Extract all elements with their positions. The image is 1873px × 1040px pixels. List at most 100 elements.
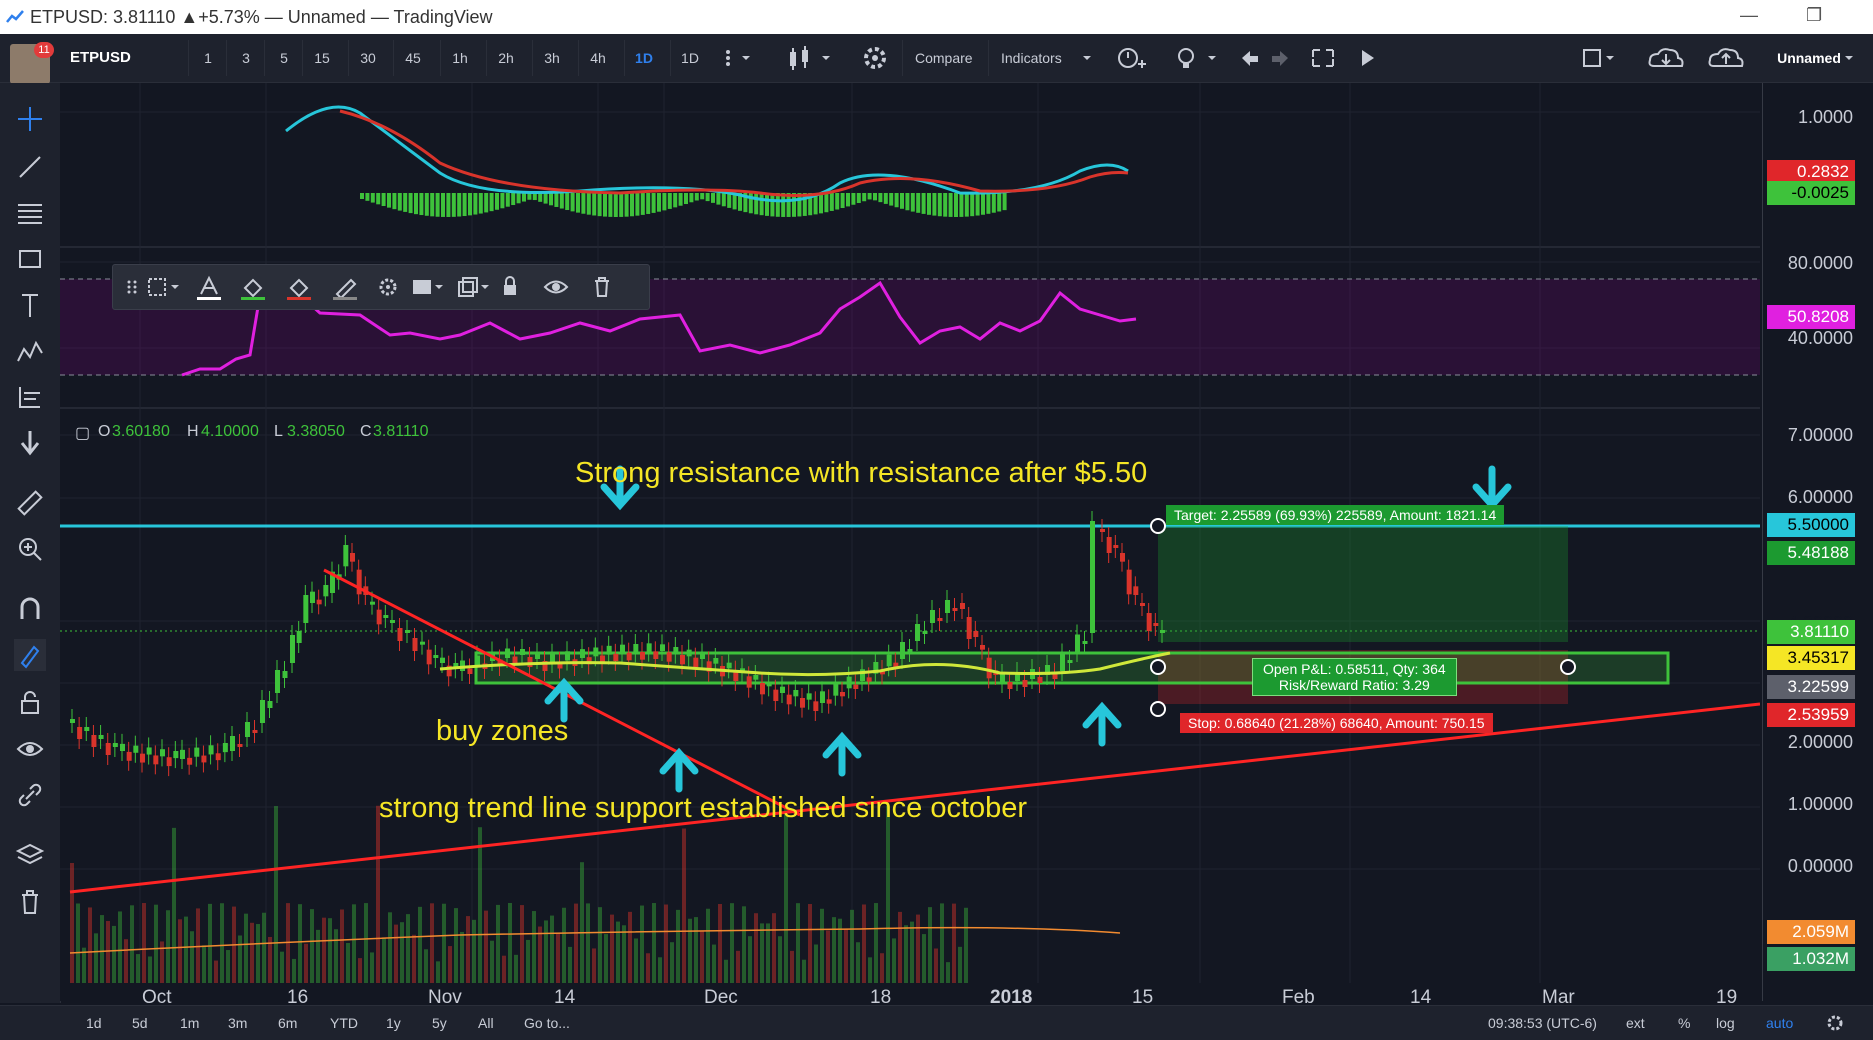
alert-clock-icon[interactable] [1108, 40, 1154, 76]
interval-4h[interactable]: 4h [578, 40, 617, 76]
pattern-tool-icon[interactable] [14, 335, 46, 367]
chart-layout-icon[interactable] [1578, 40, 1618, 76]
bottom-settings-gear-icon[interactable] [1824, 1012, 1846, 1034]
range-5y[interactable]: 5y [432, 1015, 447, 1031]
drag-handle-icon[interactable] [119, 274, 145, 300]
background-fill-icon[interactable] [233, 274, 273, 300]
interval-3h[interactable]: 3h [532, 40, 571, 76]
position-handle [1150, 659, 1166, 675]
lock-drawing-icon[interactable] [497, 274, 523, 300]
clock-time[interactable]: 09:38:53 (UTC-6) [1488, 1015, 1597, 1031]
visibility-layers-icon[interactable] [407, 274, 447, 300]
replay-play-icon[interactable] [1350, 40, 1384, 76]
fullscreen-icon[interactable] [1306, 40, 1340, 76]
candle-body [793, 690, 799, 697]
layout-name-button[interactable]: Unnamed [1777, 50, 1841, 66]
zoom-in-icon[interactable] [14, 533, 46, 565]
cloud-save-icon[interactable] [1704, 40, 1750, 76]
hide-drawings-eye-icon[interactable] [14, 733, 46, 765]
idea-lightbulb-icon[interactable] [1168, 40, 1224, 76]
text-tool-icon[interactable] [14, 289, 46, 321]
range-1y[interactable]: 1y [386, 1015, 401, 1031]
range-all[interactable]: All [478, 1015, 494, 1031]
volume-bar [934, 948, 938, 983]
interval-5[interactable]: 5 [264, 40, 303, 76]
select-template-icon[interactable] [143, 274, 183, 300]
cloud-load-icon[interactable] [1644, 40, 1690, 76]
trend-support-annotation[interactable]: strong trend line support established si… [379, 792, 1028, 824]
buy-zones-annotation[interactable]: buy zones [436, 715, 569, 747]
log-toggle[interactable]: log [1716, 1015, 1735, 1031]
magnet-icon[interactable] [14, 593, 46, 625]
percent-toggle[interactable]: % [1678, 1015, 1691, 1031]
interval-15[interactable]: 15 [302, 40, 341, 76]
position-pnl-box[interactable]: Open P&L: 0.58511, Qty: 364 Risk/Reward … [1252, 658, 1457, 696]
target-price-label: 5.48188 [1767, 541, 1855, 565]
interval-1[interactable]: 1 [188, 40, 227, 76]
line-color-pencil-icon[interactable] [325, 274, 365, 300]
crosshair-icon[interactable] [14, 103, 46, 135]
link-sync-icon[interactable] [14, 779, 46, 811]
volume-bar [304, 943, 308, 983]
legend-collapse-icon[interactable]: ▢ [75, 425, 91, 442]
hide-drawing-eye-icon[interactable] [543, 274, 569, 300]
range-1d[interactable]: 1d [86, 1015, 102, 1031]
position-stop-label[interactable]: Stop: 0.68640 (21.28%) 68640, Amount: 75… [1180, 713, 1493, 733]
text-color-icon[interactable] [189, 274, 229, 300]
chart-canvas[interactable] [60, 83, 1761, 1001]
indicators-button[interactable]: Indicators [988, 40, 1074, 76]
restore-button[interactable]: ❐ [1806, 5, 1823, 25]
ohlc-low-value: 3.38050 [287, 423, 345, 440]
arrow-up-marker [822, 731, 862, 777]
fib-lines-icon[interactable] [14, 197, 46, 229]
delete-drawing-trash-icon[interactable] [589, 274, 615, 300]
more-intervals-icon[interactable] [720, 40, 754, 76]
macd-histogram-bar [1002, 193, 1007, 211]
ruler-icon[interactable] [14, 487, 46, 519]
range-6m[interactable]: 6m [278, 1015, 298, 1031]
range-ytd[interactable]: YTD [330, 1015, 358, 1031]
volume-bar [742, 906, 746, 983]
border-fill-icon[interactable] [279, 274, 319, 300]
interval-2h[interactable]: 2h [486, 40, 525, 76]
auto-toggle[interactable]: auto [1766, 1015, 1794, 1031]
minimize-button[interactable]: — [1740, 5, 1758, 25]
interval-1d-active[interactable]: 1D [624, 40, 663, 76]
compare-button[interactable]: Compare [902, 40, 985, 76]
redo-icon[interactable] [1266, 40, 1294, 76]
macd-histogram-bar [883, 193, 888, 204]
ext-toggle[interactable]: ext [1626, 1015, 1645, 1031]
macd-histogram-bar [662, 193, 667, 211]
resistance-annotation[interactable]: Strong resistance with resistance after … [575, 457, 1148, 489]
interval-45[interactable]: 45 [393, 40, 432, 76]
object-tree-layers-icon[interactable] [14, 839, 46, 871]
position-target-label[interactable]: Target: 2.25589 (69.93%) 225589, Amount:… [1166, 505, 1505, 525]
range-3m[interactable]: 3m [228, 1015, 248, 1031]
lock-drawings-icon[interactable] [14, 687, 46, 719]
candle-body [580, 649, 585, 658]
chart-svg[interactable] [60, 83, 1761, 1001]
candle-body [433, 655, 439, 658]
prediction-tool-icon[interactable] [14, 381, 46, 413]
interval-1d-dropdown[interactable]: 1D [670, 40, 709, 76]
stay-in-drawing-mode-icon[interactable] [14, 639, 46, 671]
symbol-search[interactable]: ETPUSD [70, 49, 131, 66]
range-1m[interactable]: 1m [180, 1015, 200, 1031]
arrow-down-icon[interactable] [14, 427, 46, 459]
undo-icon[interactable] [1236, 40, 1264, 76]
drawing-settings-gear-icon[interactable] [375, 274, 401, 300]
price-axis[interactable]: 1.0000 0.2832 -0.0025 80.0000 50.8208 40… [1762, 83, 1863, 1001]
layout-dropdown-icon[interactable] [1840, 40, 1858, 76]
remove-drawings-trash-icon[interactable] [14, 885, 46, 917]
indicators-dropdown-icon[interactable] [1078, 40, 1096, 76]
interval-3[interactable]: 3 [226, 40, 265, 76]
candle-style-icon[interactable] [778, 40, 838, 76]
clone-icon[interactable] [453, 274, 493, 300]
range-5d[interactable]: 5d [132, 1015, 148, 1031]
goto-date-button[interactable]: Go to... [524, 1015, 570, 1031]
settings-gear-icon[interactable] [858, 40, 892, 76]
interval-1h[interactable]: 1h [440, 40, 479, 76]
rectangle-shape-icon[interactable] [14, 243, 46, 275]
trend-line-icon[interactable] [14, 151, 46, 183]
interval-30[interactable]: 30 [348, 40, 387, 76]
